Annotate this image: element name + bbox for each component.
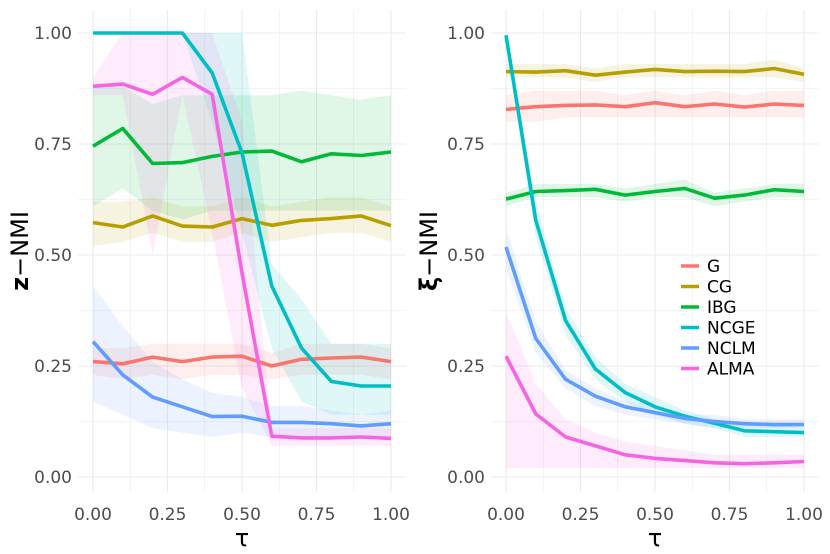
ribbon-ncge bbox=[506, 33, 804, 437]
x-tick-label: 0.00 bbox=[74, 505, 112, 525]
x-tick-label: 0.50 bbox=[223, 505, 261, 525]
y-axis-label-text: −NMI bbox=[415, 211, 443, 277]
x-tick-label: 0.25 bbox=[149, 505, 187, 525]
y-tick-label: 0.00 bbox=[447, 468, 485, 488]
x-tick-label: 0.75 bbox=[711, 505, 749, 525]
y-tick-label: 0.25 bbox=[447, 357, 485, 377]
legend-label-nclm: NCLM bbox=[707, 339, 756, 359]
x-axis-label: τ bbox=[235, 524, 249, 552]
gridlines bbox=[78, 10, 406, 492]
line-ncge bbox=[504, 34, 805, 435]
y-axis-label-symbol: z bbox=[6, 277, 34, 291]
ribbon-nclm bbox=[93, 286, 391, 437]
x-tick-label: 0.25 bbox=[562, 505, 600, 525]
ribbon-ncge bbox=[93, 33, 391, 415]
y-tick-label: 0.75 bbox=[447, 135, 485, 155]
series-group bbox=[91, 31, 392, 446]
ribbon-cg bbox=[93, 197, 391, 247]
y-axis-label-symbol: ξ bbox=[415, 277, 443, 291]
line-g bbox=[92, 354, 392, 368]
line-alma bbox=[92, 75, 392, 441]
y-tick-label: 1.00 bbox=[447, 24, 485, 44]
y-axis-label: z−NMI bbox=[6, 211, 34, 291]
legend-label-alma: ALMA bbox=[707, 360, 755, 380]
y-axis-label: ξ−NMI bbox=[415, 211, 443, 291]
line-ncge bbox=[93, 31, 391, 388]
y-tick-label: 0.75 bbox=[34, 135, 72, 155]
x-tick-label: 1.00 bbox=[785, 505, 823, 525]
line-nclm bbox=[504, 246, 804, 427]
ribbon-alma bbox=[93, 33, 391, 446]
y-tick-label: 0.50 bbox=[34, 246, 72, 266]
legend-label-cg: CG bbox=[707, 278, 732, 298]
y-tick-label: 0.25 bbox=[34, 357, 72, 377]
line-alma bbox=[504, 355, 805, 466]
legend-label-ncge: NCGE bbox=[707, 319, 756, 339]
x-tick-label: 0.75 bbox=[298, 505, 336, 525]
y-axis-label-text: −NMI bbox=[6, 211, 34, 277]
x-tick-label: 0.50 bbox=[636, 505, 674, 525]
y-tick-label: 1.00 bbox=[34, 24, 72, 44]
y-tick-label: 0.00 bbox=[34, 468, 72, 488]
legend-label-g: G bbox=[707, 257, 720, 277]
line-nclm bbox=[91, 340, 392, 428]
x-axis-label: τ bbox=[648, 524, 662, 552]
x-tick-label: 1.00 bbox=[372, 505, 410, 525]
ribbon-alma bbox=[506, 312, 804, 469]
x-tick-label: 0.00 bbox=[487, 505, 525, 525]
series-group bbox=[504, 33, 805, 469]
legend-label-ibg: IBG bbox=[707, 298, 737, 318]
y-tick-label: 0.50 bbox=[447, 246, 485, 266]
panel-2: 0.00 0.25 0.50 0.75 1.00 0.00 0.25 0.50 0.75 1.00… bbox=[415, 10, 823, 552]
ribbon-g bbox=[506, 90, 804, 122]
ribbon-g bbox=[93, 343, 391, 380]
panel-1: 0.00 0.25 0.50 0.75 1.00 0.00 0.25 0.50 0.75 1.00… bbox=[6, 10, 410, 552]
